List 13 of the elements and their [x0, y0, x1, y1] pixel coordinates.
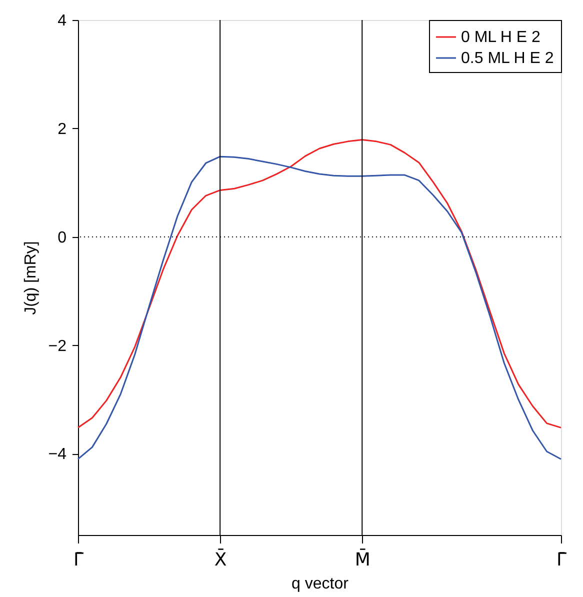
y-tick-label: −2 [48, 338, 67, 355]
y-axis-title: J(q) [mRy] [22, 241, 40, 315]
legend-label: 0.5 ML H E 2 [461, 50, 554, 67]
y-tick-label: 0 [58, 229, 67, 246]
y-tick-label: −4 [48, 446, 67, 464]
legend-label: 0 ML H E 2 [461, 29, 541, 46]
x-axis-title: q vector [292, 576, 350, 592]
x-tick-label: Γ̄ [556, 550, 567, 570]
y-tick-label: 2 [58, 120, 67, 138]
x-tick-label: M̄ [354, 548, 370, 570]
x-tick-label: X̄ [214, 548, 227, 570]
x-tick-label: Γ̄ [73, 550, 84, 570]
y-tick-label: 4 [58, 12, 67, 30]
